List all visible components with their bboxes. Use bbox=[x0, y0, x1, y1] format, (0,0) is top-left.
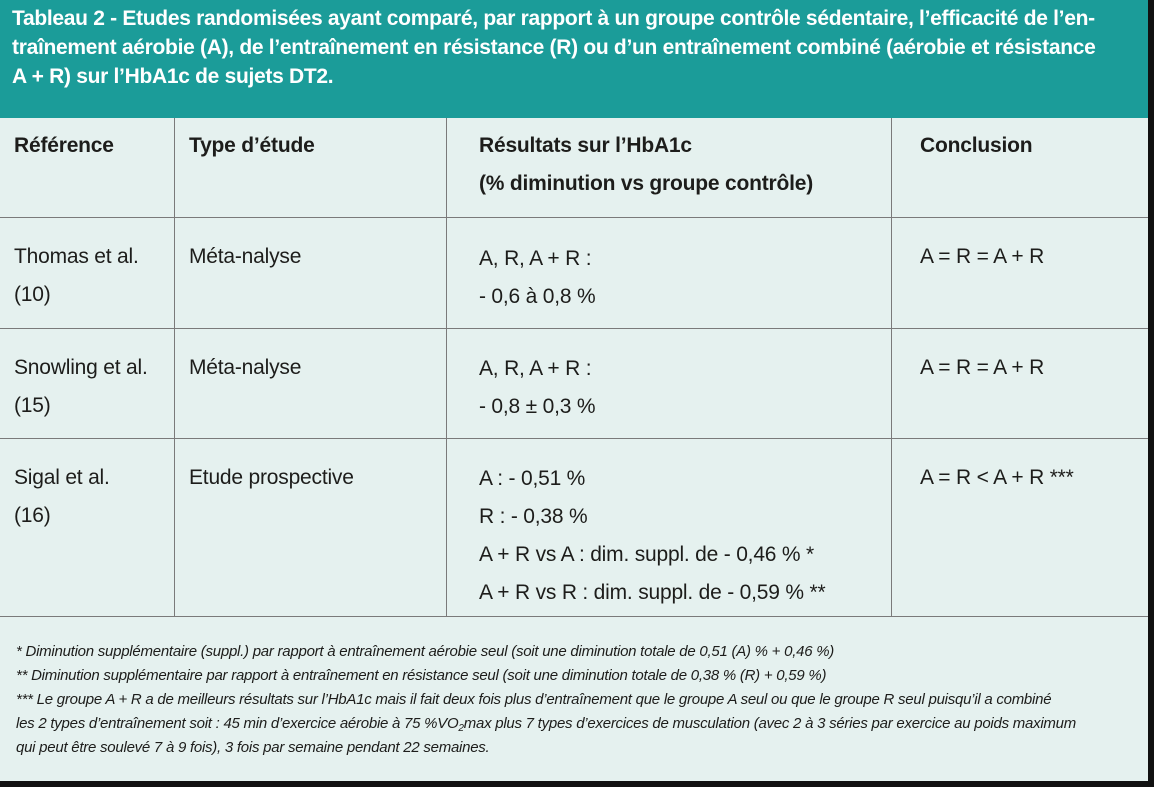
footnote: *** Le groupe A + R a de meilleurs résul… bbox=[16, 691, 1052, 708]
row3-conclusion: A = R < A + R *** bbox=[920, 466, 1074, 489]
title-line: Tableau 2 - Etudes randomisées ayant com… bbox=[12, 7, 1095, 30]
header-study-type: Type d’étude bbox=[189, 134, 315, 157]
footnote: * Diminution supplémentaire (suppl.) par… bbox=[16, 643, 835, 660]
header-reference: Référence bbox=[14, 134, 114, 157]
row-divider bbox=[0, 616, 1148, 617]
title-line: A + R) sur l’HbA1c de sujets DT2. bbox=[12, 65, 334, 88]
column-divider bbox=[174, 118, 175, 616]
row3-results: A : - 0,51 % R : - 0,38 % A + R vs A : d… bbox=[479, 467, 826, 604]
column-divider bbox=[891, 118, 892, 616]
footnote: les 2 types d’entraînement soit : 45 min… bbox=[16, 715, 1077, 734]
table-title: Tableau 2 - Etudes randomisées ayant com… bbox=[0, 0, 1148, 118]
row3-reference: Sigal et al. (16) bbox=[14, 466, 110, 527]
row1-results: A, R, A + R : - 0,6 à 0,8 % bbox=[479, 247, 596, 308]
row-divider bbox=[0, 328, 1148, 329]
header-results: Résultats sur l’HbA1c (% diminution vs g… bbox=[479, 134, 814, 195]
row1-study-type: Méta-nalyse bbox=[189, 245, 302, 268]
footnote: qui peut être soulevé 7 à 9 fois), 3 foi… bbox=[16, 739, 490, 756]
row1-reference: Thomas et al. (10) bbox=[14, 245, 139, 306]
row2-conclusion: A = R = A + R bbox=[920, 356, 1045, 379]
row2-results: A, R, A + R : - 0,8 ± 0,3 % bbox=[479, 357, 596, 418]
row2-reference: Snowling et al. (15) bbox=[14, 356, 148, 417]
row3-study-type: Etude prospective bbox=[189, 466, 354, 489]
footnote: ** Diminution supplémentaire par rapport… bbox=[16, 667, 827, 684]
row-divider bbox=[0, 217, 1148, 218]
row1-conclusion: A = R = A + R bbox=[920, 245, 1045, 268]
column-divider bbox=[446, 118, 447, 616]
row-divider bbox=[0, 438, 1148, 439]
table-footnotes: * Diminution supplémentaire (suppl.) par… bbox=[16, 640, 1141, 760]
row2-study-type: Méta-nalyse bbox=[189, 356, 302, 379]
header-conclusion: Conclusion bbox=[920, 134, 1033, 157]
title-line: traînement aérobie (A), de l’entraînemen… bbox=[12, 36, 1096, 59]
